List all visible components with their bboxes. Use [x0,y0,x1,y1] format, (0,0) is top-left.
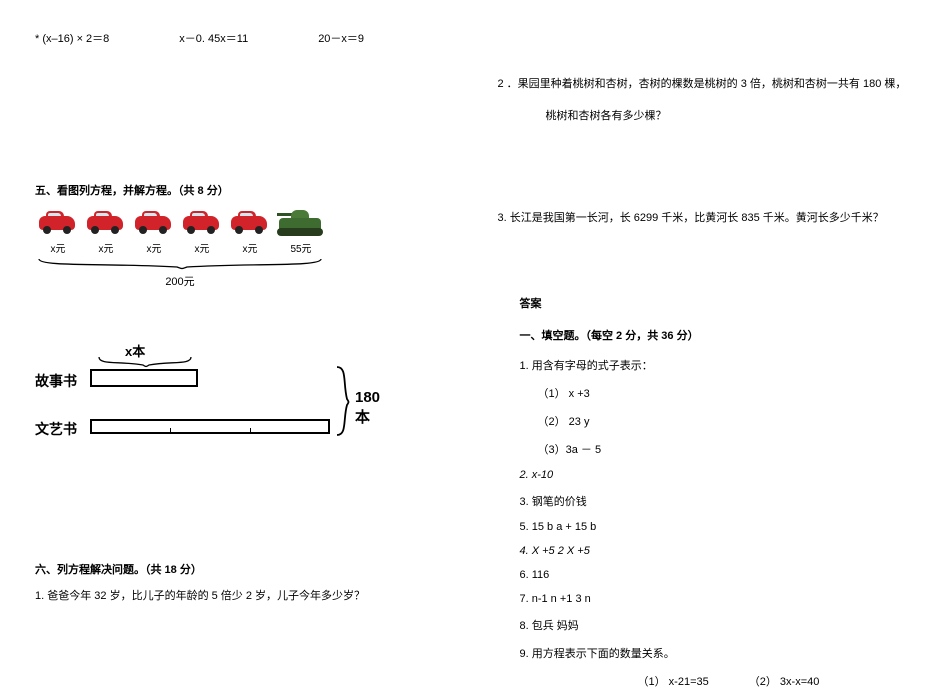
x-label: x元 [133,240,175,255]
q3: 3. 长江是我国第一长河，长 6299 千米，比黄河长 835 千米。黄河长多少… [498,209,916,229]
art-ticks [90,434,330,440]
answers-list: 1. 用含有字母的式子表示： （1） x +3 （2） 23 y （3）3a －… [498,357,916,689]
ans-1: 1. 用含有字母的式子表示： [498,357,916,373]
brace-right-icon [335,365,353,437]
eq-2: x－0. 45x＝11 [179,30,248,50]
tank-icon [277,208,325,236]
heading-6: 六、列方程解决问题。（共 18 分） [35,561,448,577]
ans-9-1: （1） x-21=35 [638,673,709,689]
ans-6: 6. 116 [498,569,916,581]
ans-9: 9. 用方程表示下面的数量关系。 [498,645,916,661]
spacer [498,139,916,209]
brace-down-icon [97,355,193,369]
ans-1-2: （2） 23 y [498,413,916,429]
ans-5: 5. 15 b a + 15 b [498,521,916,533]
q2-line1: 2 ．果园里种着桃树和杏树，杏树的棵数是桃树的 3 倍，桃树和杏树一共有 180… [498,75,916,95]
car-icon [181,210,223,234]
total-200: 200元 [37,273,323,289]
spacer [35,62,448,142]
equation-row: * (x–16) × 2＝8 x－0. 45x＝11 20－x＝9 [35,30,448,50]
spacer [498,30,916,75]
story-bar [90,369,198,387]
ans-2: 2. x-10 [498,469,916,481]
x-label: x元 [181,240,223,255]
brace-200: 200元 [37,257,323,281]
ans-1-1: （1） x +3 [498,385,916,401]
art-bar [90,419,330,434]
x-label: x元 [37,240,79,255]
eq-3: 20－x＝9 [318,30,364,50]
spacer [498,240,916,295]
q2-line2: 桃树和杏树各有多少棵？ [498,107,916,127]
books-total: 180本 [355,389,395,427]
ans-7: 7. n-1 n +1 3 n [498,593,916,605]
car-icon [229,210,271,234]
x-label: x元 [85,240,127,255]
car-icon [133,210,175,234]
section-1: 一、填空题。（每空 2 分，共 36 分） [498,327,916,347]
car-icon [37,210,79,234]
spacer [35,461,448,521]
x-labels-row: x元 x元 x元 x元 x元 55元 [35,240,448,255]
story-label: 故事书 [35,371,77,391]
brace-icon [37,257,323,271]
price-55: 55元 [277,240,325,255]
left-column: * (x–16) × 2＝8 x－0. 45x＝11 20－x＝9 五、看图列方… [0,0,473,668]
art-label: 文艺书 [35,419,77,439]
ans-8: 8. 包兵 妈妈 [498,617,916,633]
ans-3: 3. 钢笔的价钱 [498,493,916,509]
x-label: x元 [229,240,271,255]
cars-figure [35,208,448,236]
ans-9-2: （2） 3x-x=40 [749,673,820,689]
heading-5: 五、看图列方程，并解方程。（共 8 分） [35,182,448,198]
eq-1: * (x–16) × 2＝8 [35,30,109,50]
q6-1: 1. 爸爸今年 32 岁，比儿子的年龄的 5 倍少 2 岁，儿子今年多少岁？ [35,587,448,607]
ans-1-3: （3）3a － 5 [498,441,916,457]
page: * (x–16) × 2＝8 x－0. 45x＝11 20－x＝9 五、看图列方… [0,0,945,668]
ans-9-pair: （1） x-21=35 （2） 3x-x=40 [498,673,916,689]
books-figure: x本 故事书 文艺书 180本 [35,341,395,461]
car-icon [85,210,127,234]
right-column: 2 ．果园里种着桃树和杏树，杏树的棵数是桃树的 3 倍，桃树和杏树一共有 180… [473,0,945,668]
answers-head: 答案 [498,295,916,315]
ans-4: 4. X +5 2 X +5 [498,545,916,557]
